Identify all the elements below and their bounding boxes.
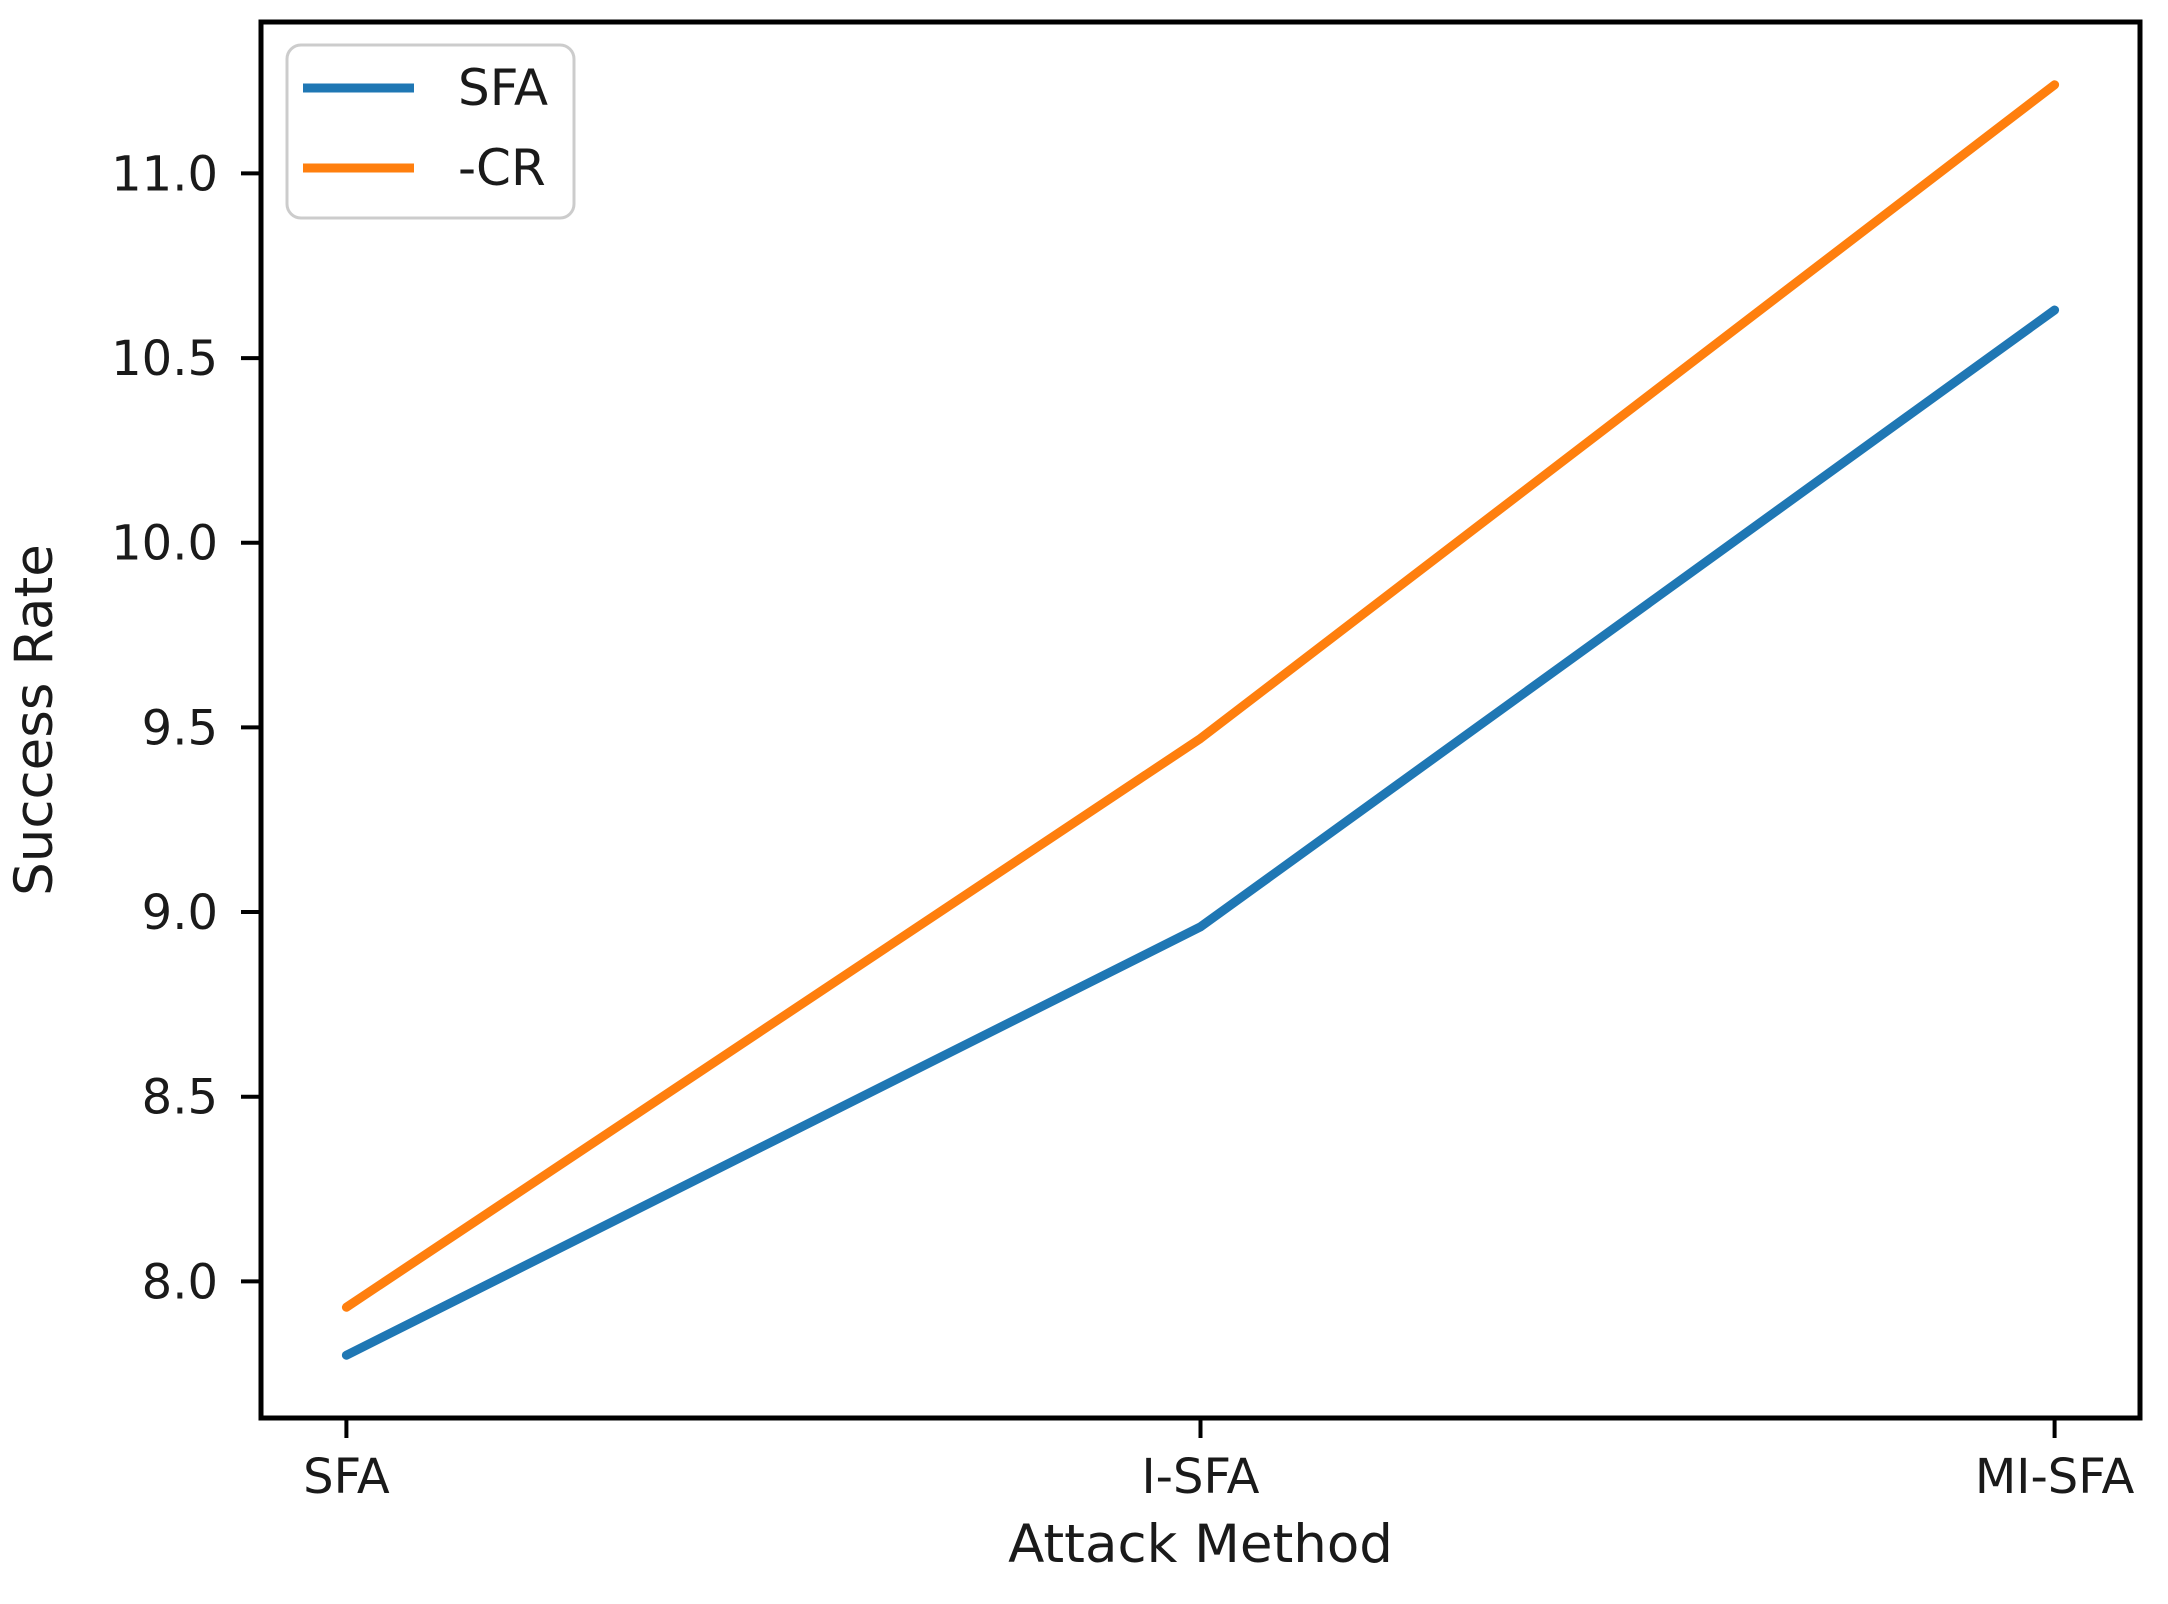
- y-axis-tick-label: 11.0: [111, 146, 218, 202]
- y-axis-tick-label: 9.5: [142, 700, 218, 756]
- y-axis-tick-label: 10.5: [111, 331, 218, 387]
- x-axis-tick-label: MI-SFA: [1975, 1449, 2135, 1505]
- y-axis-tick-label: 8.5: [142, 1070, 218, 1126]
- y-axis-tick-label: 10.0: [111, 516, 218, 572]
- y-axis-tick-label: 9.0: [142, 885, 218, 941]
- y-axis-title: Success Rate: [4, 544, 65, 896]
- series-line-cr: [341, 80, 2060, 1312]
- series-line-sfa: [341, 305, 2060, 1360]
- legend-label-cr: -CR: [458, 139, 546, 197]
- y-axis-tick-label: 8.0: [142, 1254, 218, 1310]
- x-axis-tick-label: I-SFA: [1142, 1449, 1260, 1505]
- legend: SFA -CR: [285, 43, 576, 220]
- x-axis-title: Attack Method: [1008, 1514, 1393, 1575]
- legend-label-sfa: SFA: [458, 59, 548, 117]
- x-axis-tick-label: SFA: [303, 1449, 390, 1505]
